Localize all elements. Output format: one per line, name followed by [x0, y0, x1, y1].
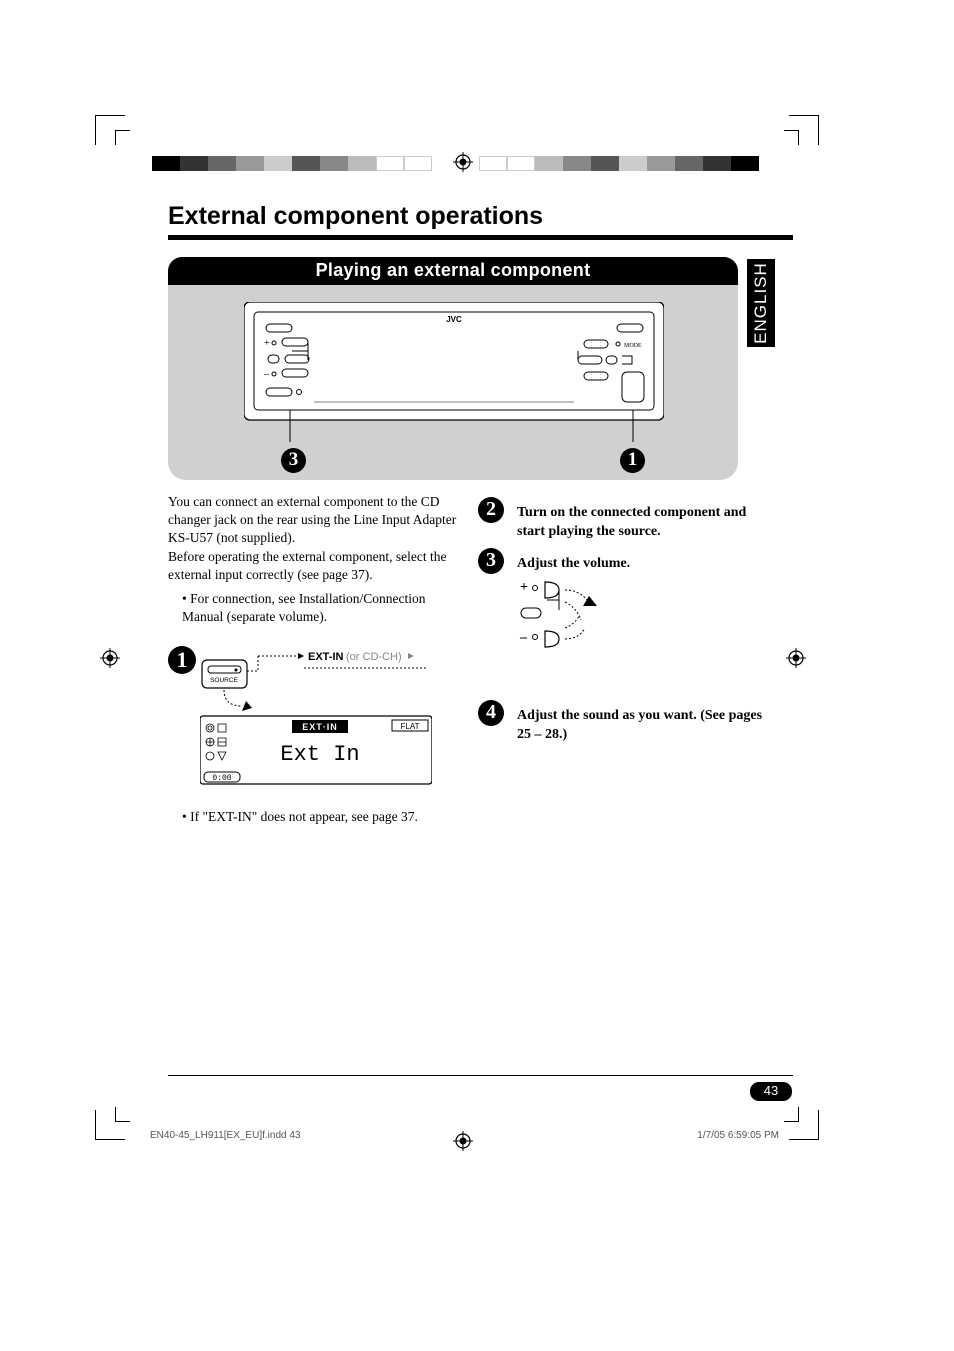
crop-mark: [115, 1107, 130, 1122]
step4-text: Adjust the sound as you want. (See pages…: [517, 707, 777, 745]
svg-text:EXT-IN: EXT-IN: [308, 651, 344, 663]
step3-text: Adjust the volume.: [517, 555, 777, 574]
svg-text:MODE: MODE: [624, 343, 642, 349]
device-panel: JVC + – MODE: [168, 285, 738, 480]
step-number-1: 1: [168, 646, 196, 674]
heading-rule: [168, 235, 793, 240]
color-calibration-bar: [479, 156, 759, 171]
callout-number-1: 1: [620, 448, 645, 473]
svg-text:Ext In: Ext In: [280, 742, 359, 767]
language-tab: ENGLISH: [747, 259, 775, 347]
registration-mark-icon: [453, 152, 473, 172]
svg-text:(or CD-CH): (or CD-CH): [346, 651, 402, 663]
svg-text:JVC: JVC: [446, 315, 462, 324]
step-number-3: 3: [478, 548, 504, 574]
step1-note: • If "EXT-IN" does not appear, see page …: [182, 808, 447, 826]
registration-mark-icon: [453, 1131, 473, 1151]
svg-text:EXT·IN: EXT·IN: [302, 722, 338, 732]
crop-mark: [784, 130, 799, 145]
step-number-2: 2: [478, 497, 504, 523]
svg-text:0:00: 0:00: [212, 774, 231, 783]
callout-number-3: 3: [281, 448, 306, 473]
step2-text: Turn on the connected component and star…: [517, 504, 777, 542]
intro-text: You can connect an external component to…: [168, 493, 463, 584]
volume-control-figure: + –: [517, 580, 627, 680]
svg-text:SOURCE: SOURCE: [210, 677, 238, 684]
svg-text:–: –: [519, 630, 528, 645]
registration-mark-icon: [786, 648, 806, 668]
svg-text:+: +: [520, 580, 528, 595]
registration-mark-icon: [100, 648, 120, 668]
crop-mark: [115, 130, 130, 145]
step1-figure: SOURCE EXT-IN (or CD-CH) EXT·IN FLAT Ext…: [200, 648, 432, 790]
footer-rule: [168, 1075, 793, 1076]
footer-timestamp: 1/7/05 6:59:05 PM: [697, 1130, 779, 1141]
intro-bullet: • For connection, see Installation/Conne…: [182, 590, 447, 626]
footer-filename: EN40-45_LH911[EX_EU]f.indd 43: [150, 1130, 300, 1141]
crop-mark: [784, 1107, 799, 1122]
page-number: 43: [750, 1082, 792, 1101]
car-stereo-illustration: JVC + – MODE: [244, 302, 664, 447]
svg-text:–: –: [263, 369, 270, 380]
step-number-4: 4: [478, 700, 504, 726]
section-banner: Playing an external component: [168, 257, 738, 285]
color-calibration-bar: [152, 156, 432, 171]
page-heading: External component operations: [168, 202, 543, 231]
svg-text:+: +: [264, 338, 270, 349]
svg-text:FLAT: FLAT: [401, 722, 420, 731]
